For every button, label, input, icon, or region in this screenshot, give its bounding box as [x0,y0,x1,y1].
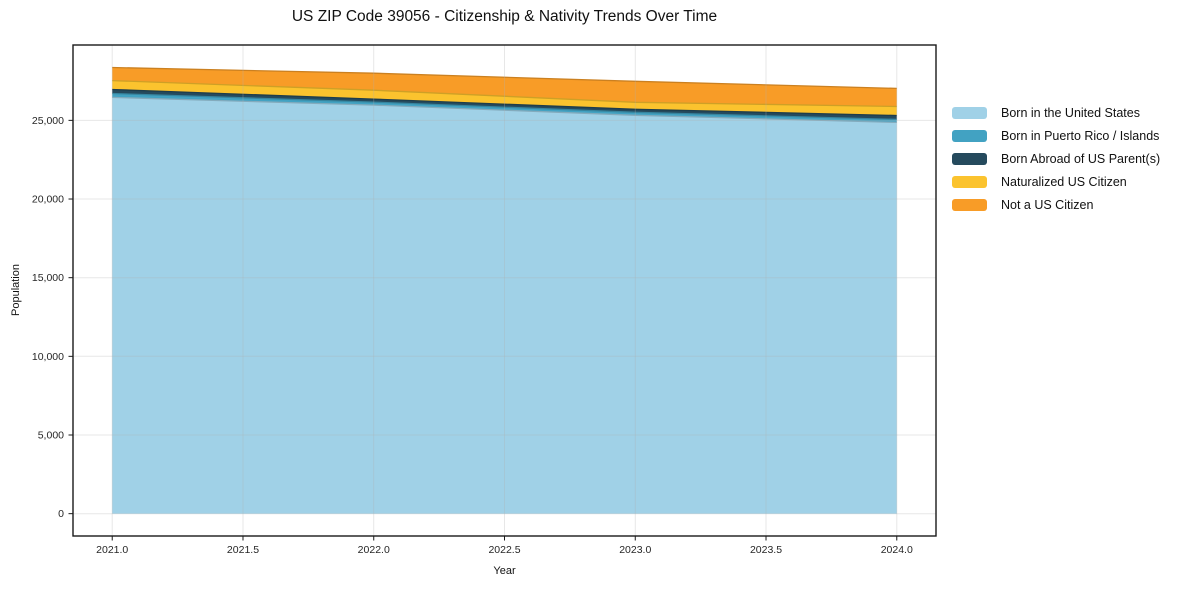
legend-label: Born in the United States [1001,106,1140,120]
legend-item: Born in Puerto Rico / Islands [952,129,1160,143]
y-tick-label: 20,000 [32,194,64,206]
legend-label: Born Abroad of US Parent(s) [1001,152,1161,166]
legend-swatch-icon [952,130,987,142]
area-band-edge [112,66,897,90]
x-tick-label: 2021.5 [227,544,259,556]
legend-label: Not a US Citizen [1001,198,1094,212]
legend-swatch-icon [952,153,987,165]
area-band [112,80,897,116]
x-tick-label: 2022.5 [488,544,520,556]
y-tick-label: 15,000 [32,272,64,284]
chart-title: US ZIP Code 39056 - Citizenship & Nativi… [291,8,718,25]
area-band-edge [112,92,897,121]
legend-swatch-icon [952,176,987,188]
legend-label: Born in Puerto Rico / Islands [1001,129,1160,143]
legend-swatch-icon [952,199,987,211]
y-tick-label: 0 [58,508,64,520]
x-tick-label: 2022.0 [358,544,390,556]
y-tick-label: 5,000 [38,429,64,441]
legend-item: Born in the United States [952,106,1160,120]
x-axis-label: Year [493,565,516,577]
x-tick-label: 2023.5 [750,544,782,556]
y-axis-label: Population [10,264,22,316]
legend-item: Not a US Citizen [952,198,1160,212]
y-tick-label: 25,000 [32,115,64,127]
x-tick-label: 2024.0 [881,544,913,556]
x-tick-label: 2021.0 [96,544,128,556]
y-tick-label: 10,000 [32,351,64,363]
area-band [112,93,897,123]
area-band-edge [112,96,897,124]
legend-label: Naturalized US Citizen [1001,175,1127,189]
area-band [112,97,897,514]
legend: Born in the United States Born in Puerto … [952,106,1160,212]
area-band [112,67,897,107]
legend-item: Born Abroad of US Parent(s) [952,152,1160,166]
x-tick-label: 2023.0 [619,544,651,556]
legend-item: Naturalized US Citizen [952,175,1160,189]
legend-swatch-icon [952,107,987,119]
area-band-edge [112,88,897,117]
area-band-edge [112,79,897,108]
